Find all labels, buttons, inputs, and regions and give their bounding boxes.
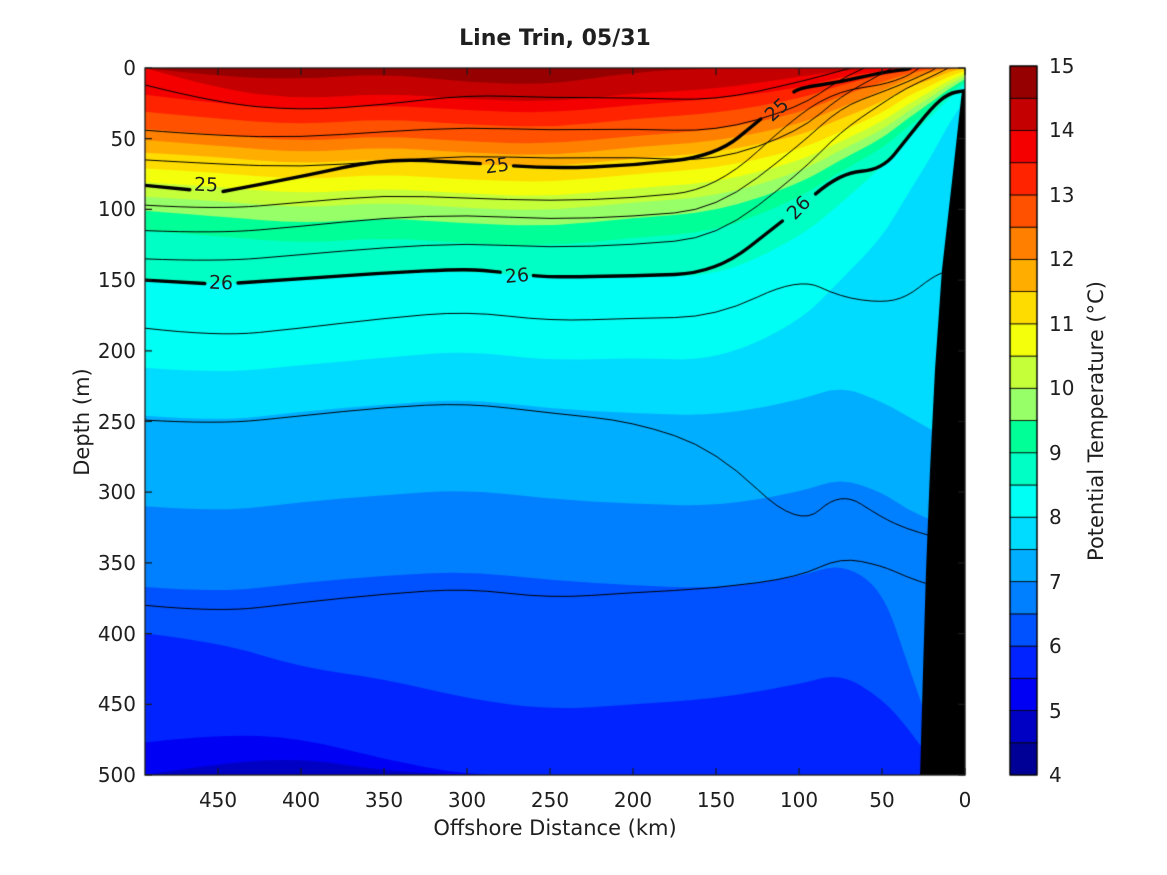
colorbar-tick-label: 12 (1049, 247, 1075, 272)
x-tick-label: 250 (530, 788, 570, 812)
x-tick-label: 150 (696, 788, 736, 812)
chart-title: Line Trin, 05/31 (459, 26, 651, 51)
y-tick-label: 300 (97, 480, 136, 505)
y-tick-label: 250 (97, 409, 136, 434)
colorbar-tick-label: 8 (1049, 505, 1062, 530)
y-tick-label: 50 (110, 126, 136, 151)
y-tick-label: 150 (97, 268, 136, 293)
y-axis-label: Depth (m) (70, 367, 94, 476)
contour-label-25: 25 (483, 152, 511, 179)
x-tick-label: 0 (958, 788, 972, 812)
y-tick-label: 100 (97, 197, 136, 222)
y-tick-label: 350 (97, 550, 136, 575)
colorbar-tick-label: 13 (1049, 182, 1075, 207)
colorbar-tick-label: 15 (1049, 54, 1075, 78)
x-axis-label: Offshore Distance (km) (433, 816, 677, 840)
y-tick-label: 500 (97, 763, 136, 787)
y-tick-label: 450 (97, 692, 136, 717)
y-tick-label: 0 (123, 56, 136, 80)
colorbar-tick-label: 7 (1049, 569, 1062, 594)
y-tick-label: 400 (97, 621, 136, 646)
y-tick-label: 200 (97, 338, 136, 363)
x-tick-label: 200 (613, 788, 653, 812)
colorbar-tick-label: 6 (1049, 634, 1062, 659)
contour-label-26: 26 (208, 271, 234, 295)
x-tick-label: 300 (447, 788, 487, 812)
colorbar-tick-label: 10 (1049, 376, 1075, 401)
contour-label-25: 25 (193, 173, 219, 197)
colorbar-tick-label: 11 (1049, 311, 1075, 336)
x-tick-label: 450 (198, 788, 238, 812)
x-tick-label: 50 (869, 788, 895, 812)
colorbar-tick-label: 4 (1049, 763, 1062, 787)
x-tick-label: 350 (364, 788, 404, 812)
x-tick-label: 100 (779, 788, 819, 812)
colorbar-tick-label: 9 (1049, 440, 1062, 465)
contour-label-26: 26 (503, 263, 530, 288)
colorbar-tick-label: 14 (1049, 118, 1075, 143)
colorbar-tick-label: 5 (1049, 698, 1062, 723)
x-tick-label: 400 (281, 788, 321, 812)
colorbar-label: Potential Temperature (°C) (1084, 280, 1108, 561)
